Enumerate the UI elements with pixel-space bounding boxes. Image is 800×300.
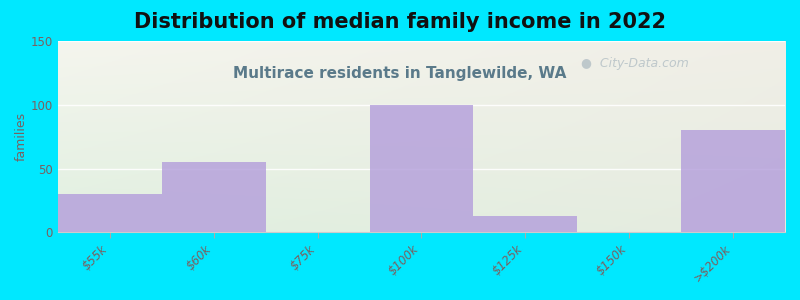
Y-axis label: families: families	[15, 112, 28, 161]
Bar	[681, 130, 785, 232]
Bar	[58, 194, 162, 232]
Bar	[370, 105, 474, 232]
Text: Multirace residents in Tanglewilde, WA: Multirace residents in Tanglewilde, WA	[234, 66, 566, 81]
Text: Distribution of median family income in 2022: Distribution of median family income in …	[134, 12, 666, 32]
Bar	[162, 162, 266, 232]
Text: ●  City-Data.com: ● City-Data.com	[582, 58, 689, 70]
Bar	[474, 216, 578, 232]
